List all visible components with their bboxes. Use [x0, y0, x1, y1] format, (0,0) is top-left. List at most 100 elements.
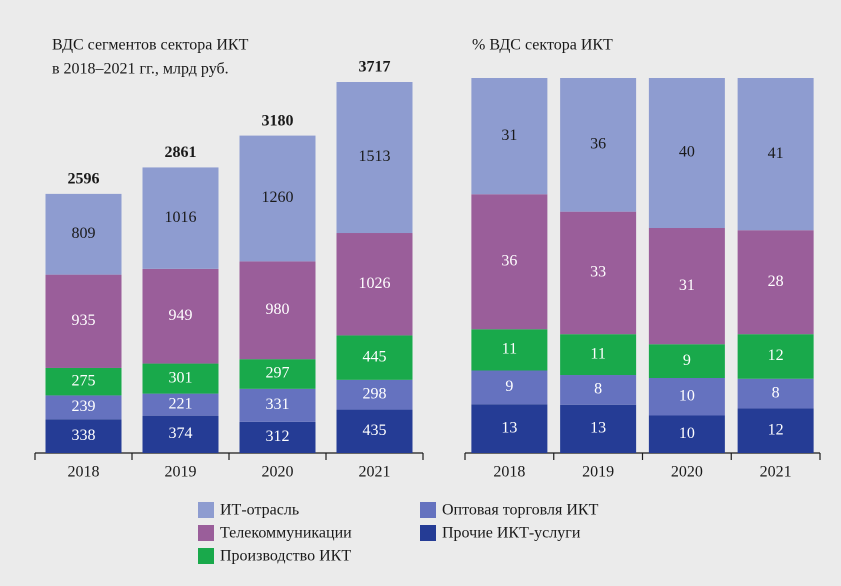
bar-segment — [239, 421, 316, 453]
x-tick-label: 2019 — [165, 464, 197, 481]
bar-segment — [648, 344, 725, 378]
x-tick-label: 2021 — [760, 464, 792, 481]
bar-segment — [560, 78, 637, 212]
bar-segment — [737, 334, 814, 379]
chart-subtitle: в 2018–2021 гг., млрд руб. — [52, 61, 229, 78]
legend-swatch — [420, 502, 436, 518]
bar-segment — [239, 261, 316, 360]
data-label: 40 — [679, 144, 695, 161]
total-label: 3717 — [359, 59, 391, 76]
bar-segment — [648, 415, 725, 453]
bar-segment — [648, 228, 725, 345]
legend-label: ИТ-отрасль — [220, 502, 299, 519]
bar-segment — [737, 78, 814, 231]
bar-segment — [336, 82, 413, 234]
data-label: 10 — [679, 425, 695, 442]
data-label: 13 — [501, 419, 517, 436]
x-tick-label: 2020 — [671, 464, 703, 481]
data-label: 331 — [266, 396, 290, 413]
data-label: 221 — [169, 395, 193, 412]
bar-segment — [560, 211, 637, 335]
bar-segment — [142, 268, 219, 364]
data-label: 239 — [72, 398, 96, 415]
data-label: 31 — [679, 277, 695, 294]
data-label: 935 — [72, 312, 96, 329]
total-label: 3180 — [262, 112, 294, 129]
data-label: 10 — [679, 387, 695, 404]
total-label: 2861 — [165, 144, 197, 161]
chart-title: % ВДС сектора ИКТ — [472, 37, 613, 54]
bar-segment — [142, 415, 219, 453]
data-label: 9 — [505, 378, 513, 395]
data-label: 12 — [768, 347, 784, 364]
bar-segment — [142, 393, 219, 416]
data-label: 435 — [363, 422, 387, 439]
bar-segment — [45, 419, 122, 453]
data-label: 8 — [772, 384, 780, 401]
total-label: 2596 — [68, 171, 100, 188]
data-label: 1260 — [262, 189, 294, 206]
data-label: 9 — [683, 352, 691, 369]
data-label: 28 — [768, 273, 784, 290]
bar-segment — [648, 378, 725, 416]
bar-segment — [560, 404, 637, 453]
data-label: 809 — [72, 225, 96, 242]
bar-segment — [737, 230, 814, 335]
legend-swatch — [198, 525, 214, 541]
data-label: 41 — [768, 145, 784, 162]
data-label: 301 — [169, 369, 193, 386]
data-label: 36 — [590, 136, 606, 153]
bar-segment — [142, 363, 219, 394]
bar-segment — [471, 404, 548, 453]
bar-segment — [737, 378, 814, 409]
data-label: 12 — [768, 421, 784, 438]
bar-segment — [471, 78, 548, 195]
bar-segment — [336, 233, 413, 336]
legend-swatch — [198, 548, 214, 564]
legend-swatch — [198, 502, 214, 518]
data-label: 298 — [363, 385, 387, 402]
bar-segment — [560, 375, 637, 405]
bar-segment — [239, 135, 316, 262]
x-tick-label: 2019 — [582, 464, 614, 481]
data-label: 13 — [590, 420, 606, 437]
data-label: 11 — [590, 345, 605, 362]
data-label: 980 — [266, 301, 290, 318]
bar-segment — [648, 78, 725, 228]
legend-label: Прочие ИКТ-услуги — [442, 525, 581, 542]
data-label: 1016 — [165, 209, 197, 226]
data-label: 312 — [266, 428, 290, 445]
legend-label: Телекоммуникации — [220, 525, 352, 542]
bar-segment — [471, 370, 548, 405]
data-label: 297 — [266, 365, 290, 382]
data-label: 949 — [169, 307, 193, 324]
data-label: 275 — [72, 372, 96, 389]
bar-segment — [142, 167, 219, 269]
legend-swatch — [420, 525, 436, 541]
bar-segment — [471, 194, 548, 330]
data-label: 33 — [590, 264, 606, 281]
bar-segment — [45, 193, 122, 275]
legend-label: Производство ИКТ — [220, 548, 351, 565]
data-label: 31 — [501, 127, 517, 144]
chart-title: ВДС сегментов сектора ИКТ — [52, 37, 249, 54]
data-label: 1513 — [359, 148, 391, 165]
bar-segment — [45, 395, 122, 420]
x-tick-label: 2020 — [262, 464, 294, 481]
bar-segment — [560, 334, 637, 376]
bar-segment — [239, 359, 316, 389]
bar-segment — [45, 367, 122, 396]
data-label: 36 — [501, 252, 517, 269]
bar-segment — [239, 388, 316, 422]
bar-segment — [737, 408, 814, 453]
x-tick-label: 2021 — [359, 464, 391, 481]
data-label: 1026 — [359, 275, 391, 292]
data-label: 11 — [502, 341, 517, 358]
bar-segment — [336, 409, 413, 453]
bar-segment — [471, 329, 548, 371]
data-label: 374 — [169, 425, 193, 442]
data-label: 8 — [594, 381, 602, 398]
bar-segment — [336, 335, 413, 380]
bar-segment — [45, 274, 122, 368]
legend-label: Оптовая торговля ИКТ — [442, 502, 599, 519]
